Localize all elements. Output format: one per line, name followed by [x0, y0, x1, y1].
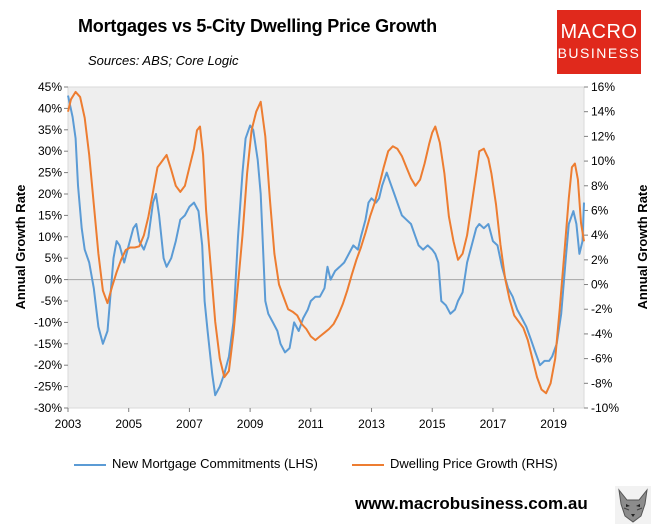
axes-layer: 45% 40% 35% 30% 25% 20% 15% 10% 5% 0% -5% -10% -15% -… — [34, 80, 619, 431]
x-tick-label: 2009 — [237, 417, 264, 431]
wolf-head-icon — [615, 486, 651, 524]
y-left-tick-label: -25% — [34, 380, 62, 394]
y-right-tick-label: 14% — [591, 105, 615, 119]
legend-label-mortgages: New Mortgage Commitments (LHS) — [112, 456, 318, 471]
y-left-tick-label: -10% — [34, 315, 62, 329]
y-right-tick-label: 2% — [591, 253, 609, 267]
y-right-tick-label: 16% — [591, 80, 615, 94]
y-left-tick-label: 20% — [38, 187, 62, 201]
y-right-tick-label: -2% — [591, 302, 613, 316]
y-left-tick-label: 30% — [38, 144, 62, 158]
y-right-tick-label: 6% — [591, 203, 609, 217]
y-axis-label-left: Annual Growth Rate — [13, 185, 28, 310]
y-right-tick-label: -6% — [591, 352, 613, 366]
legend-item-mortgages: New Mortgage Commitments (LHS) — [74, 456, 318, 471]
y-left-tick-label: -20% — [34, 358, 62, 372]
series-line-dwelling-price-growth — [67, 90, 585, 395]
y-right-tick-label: 4% — [591, 228, 609, 242]
y-right-tick-label: 0% — [591, 278, 609, 292]
x-tick-label: 2015 — [419, 417, 446, 431]
y-left-tick-label: -15% — [34, 337, 62, 351]
chart-title: Mortgages vs 5-City Dwelling Price Growt… — [78, 16, 437, 36]
x-tick-label: 2007 — [176, 417, 203, 431]
legend-item-dwelling: Dwelling Price Growth (RHS) — [352, 456, 558, 471]
legend-label-dwelling: Dwelling Price Growth (RHS) — [390, 456, 558, 471]
y-left-tick-label: 0% — [45, 273, 63, 287]
x-tick-label: 2005 — [115, 417, 142, 431]
x-tick-label: 2013 — [358, 417, 385, 431]
y-left-tick-label: 5% — [45, 251, 63, 265]
y-left-tick-label: 40% — [38, 101, 62, 115]
macrobusiness-logo[interactable]: MACRO BUSINESS — [557, 10, 641, 74]
website-link[interactable]: www.macrobusiness.com.au — [355, 494, 588, 513]
y-right-tick-label: 10% — [591, 154, 615, 168]
y-right-tick-label: -8% — [591, 376, 613, 390]
y-right-tick-label: 8% — [591, 179, 609, 193]
y-left-tick-label: 35% — [38, 123, 62, 137]
x-tick-label: 2019 — [540, 417, 567, 431]
legend-swatch-orange — [352, 463, 384, 466]
x-tick-label: 2017 — [480, 417, 507, 431]
logo-line1: MACRO — [560, 21, 638, 43]
y-left-tick-label: -5% — [41, 294, 63, 308]
y-left-tick-label: 10% — [38, 230, 62, 244]
series-line-mortgage-commitments — [67, 95, 585, 397]
y-left-tick-label: 25% — [38, 166, 62, 180]
y-left-tick-label: 15% — [38, 208, 62, 222]
logo-line2: BUSINESS — [557, 45, 641, 61]
chart-subtitle: Sources: ABS; Core Logic — [88, 53, 239, 68]
y-left-tick-label: 45% — [38, 80, 62, 94]
y-left-tick-label: -30% — [34, 401, 62, 415]
y-right-tick-label: -4% — [591, 327, 613, 341]
x-tick-label: 2003 — [55, 417, 82, 431]
legend-swatch-blue — [74, 463, 106, 466]
y-right-tick-label: -10% — [591, 401, 619, 415]
series-layer — [67, 90, 585, 397]
y-right-tick-label: 12% — [591, 129, 615, 143]
x-tick-label: 2011 — [298, 417, 324, 431]
y-axis-label-right: Annual Growth Rate — [635, 185, 650, 310]
